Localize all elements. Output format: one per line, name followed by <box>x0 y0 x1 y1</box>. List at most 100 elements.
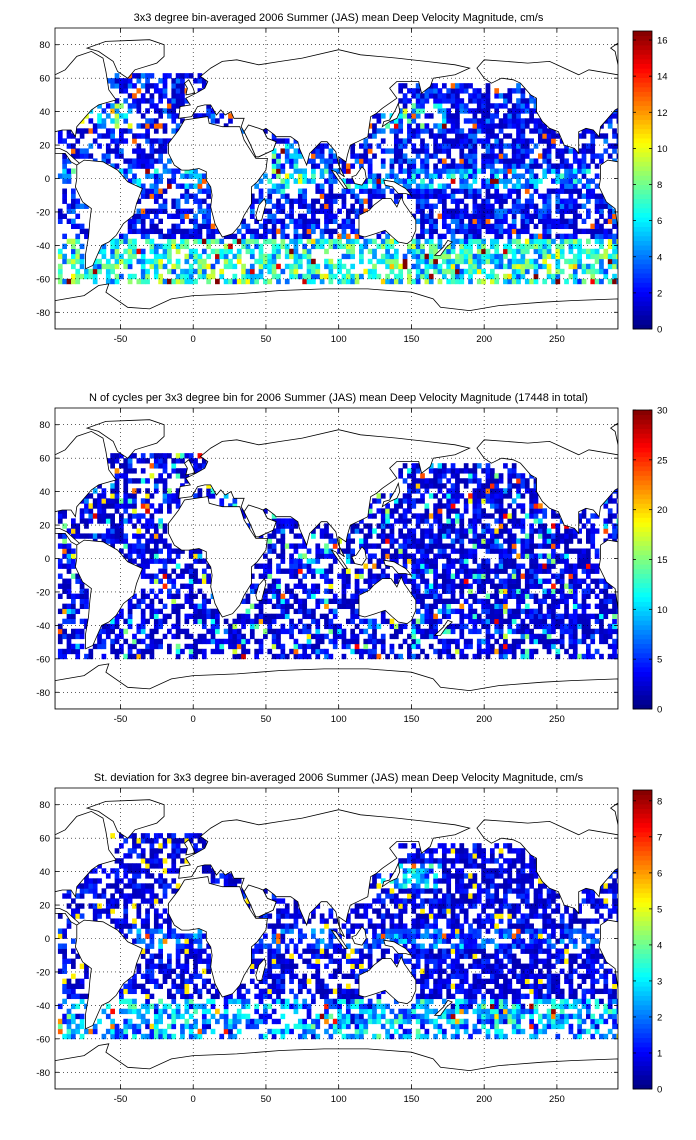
data-cell <box>289 173 294 179</box>
data-cell <box>158 518 163 524</box>
data-cell <box>450 623 456 630</box>
data-cell <box>437 123 443 129</box>
data-cell <box>577 253 582 260</box>
data-cell <box>437 158 443 164</box>
data-cell <box>494 173 500 179</box>
data-cell <box>489 148 495 154</box>
data-cell <box>468 128 473 134</box>
data-cell <box>524 248 530 255</box>
data-cell <box>437 488 443 494</box>
data-cell <box>564 603 569 610</box>
data-cell <box>114 623 120 630</box>
data-cell <box>380 178 386 184</box>
data-cell <box>450 583 456 589</box>
data-cell <box>197 493 203 499</box>
data-cell <box>354 213 360 219</box>
data-cell <box>511 148 517 154</box>
data-cell <box>153 173 159 179</box>
data-cell <box>433 508 438 514</box>
data-cell <box>372 643 377 650</box>
data-cell <box>420 208 425 214</box>
data-cell <box>123 78 129 84</box>
data-cell <box>306 208 312 214</box>
data-cell <box>489 603 495 610</box>
data-cell <box>363 198 369 204</box>
data-cell <box>385 278 390 285</box>
data-cell <box>459 173 465 179</box>
data-cell <box>127 548 133 554</box>
data-cell <box>306 623 312 630</box>
data-cell <box>577 558 582 564</box>
data-cell <box>441 138 447 144</box>
data-cell <box>284 523 290 529</box>
data-cell <box>324 263 329 270</box>
data-cell <box>158 643 163 650</box>
data-cell <box>450 483 456 489</box>
data-cell <box>450 113 456 119</box>
ticks <box>55 28 618 329</box>
data-cell <box>594 133 600 139</box>
data-cell <box>206 193 212 199</box>
data-cell <box>293 243 299 250</box>
data-cell <box>433 588 438 594</box>
data-cell <box>568 173 574 179</box>
data-cell <box>481 213 486 219</box>
data-cell <box>503 538 508 544</box>
data-cell <box>219 643 225 650</box>
data-cell <box>498 153 504 159</box>
data-cell <box>564 208 569 214</box>
data-cell <box>428 243 434 250</box>
data-cell <box>441 248 447 255</box>
data-cell <box>359 588 364 594</box>
data-cell <box>119 88 124 94</box>
data-cell <box>171 263 177 270</box>
data-cell <box>158 523 163 529</box>
data-cell <box>459 158 465 164</box>
data-cell <box>328 533 334 539</box>
data-cell <box>324 143 329 149</box>
data-cell <box>455 278 460 285</box>
data-cell <box>551 138 556 144</box>
data-cell <box>402 548 408 554</box>
data-cell <box>276 228 281 235</box>
data-cell <box>529 653 534 660</box>
data-cell <box>354 643 360 650</box>
data-cell <box>489 278 495 285</box>
data-cell <box>507 258 513 265</box>
data-cell <box>354 568 360 574</box>
data-cell <box>520 263 526 270</box>
data-cell <box>428 633 434 640</box>
data-cell <box>171 593 177 599</box>
data-cell <box>197 548 203 554</box>
data-cell <box>267 218 273 224</box>
data-cell <box>398 643 404 650</box>
data-cell <box>455 558 460 564</box>
data-cell <box>524 603 530 610</box>
data-cell <box>158 203 163 209</box>
data-cell <box>71 238 76 245</box>
data-cell <box>367 178 373 184</box>
data-cell <box>498 633 504 640</box>
data-cell <box>524 208 530 214</box>
data-cell <box>481 543 486 549</box>
data-cell <box>149 163 155 169</box>
data-cell <box>380 568 386 574</box>
data-cell <box>503 598 508 604</box>
data-cell <box>332 158 338 164</box>
data-cell <box>367 268 373 275</box>
data-cell <box>564 223 569 230</box>
data-cell <box>319 193 325 199</box>
data-cell <box>367 513 373 519</box>
data-cell <box>581 248 587 255</box>
data-cell <box>511 213 517 219</box>
data-cell <box>599 238 604 245</box>
data-cell <box>254 618 260 625</box>
data-cell <box>577 203 582 209</box>
data-cell <box>311 648 316 655</box>
colorbar-segment <box>633 291 652 297</box>
data-cell <box>581 508 587 514</box>
data-cell <box>468 223 473 230</box>
data-cell <box>197 558 203 564</box>
data-cell <box>481 223 486 230</box>
data-cell <box>158 193 163 199</box>
